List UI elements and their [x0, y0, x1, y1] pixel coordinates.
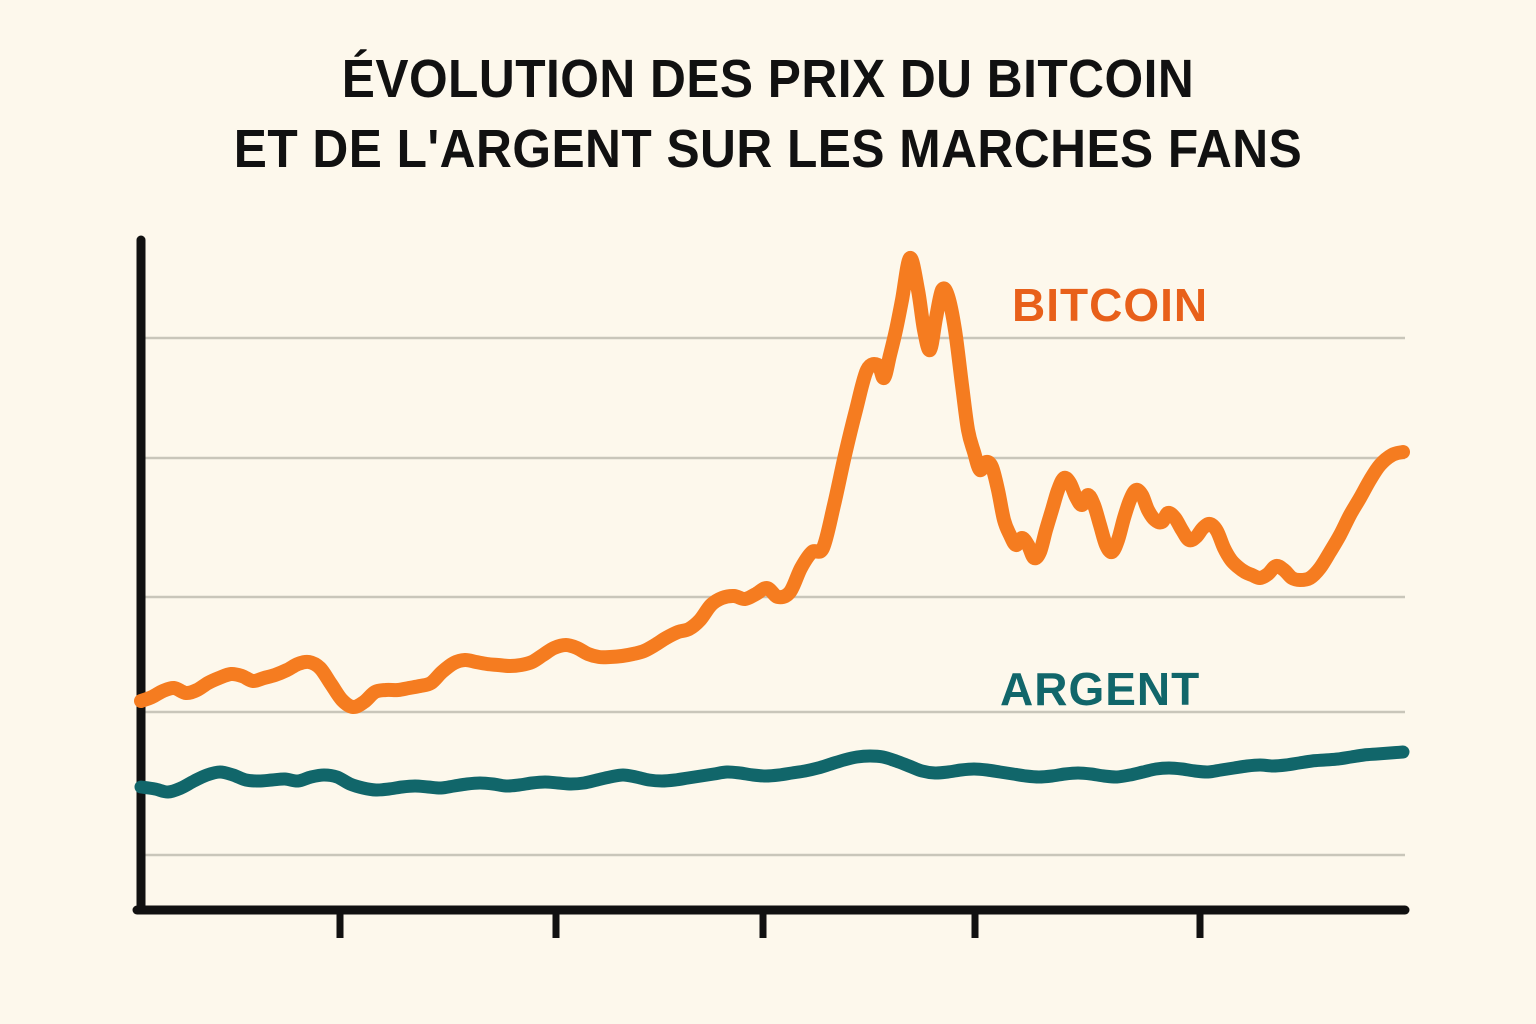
argent-series-line	[134, 745, 1410, 799]
bitcoin-series-label: BITCOIN	[1012, 279, 1209, 331]
x-tick-group	[336, 912, 1204, 938]
argent-series-label: ARGENT	[1000, 663, 1201, 715]
bitcoin-series-line	[134, 250, 1410, 715]
